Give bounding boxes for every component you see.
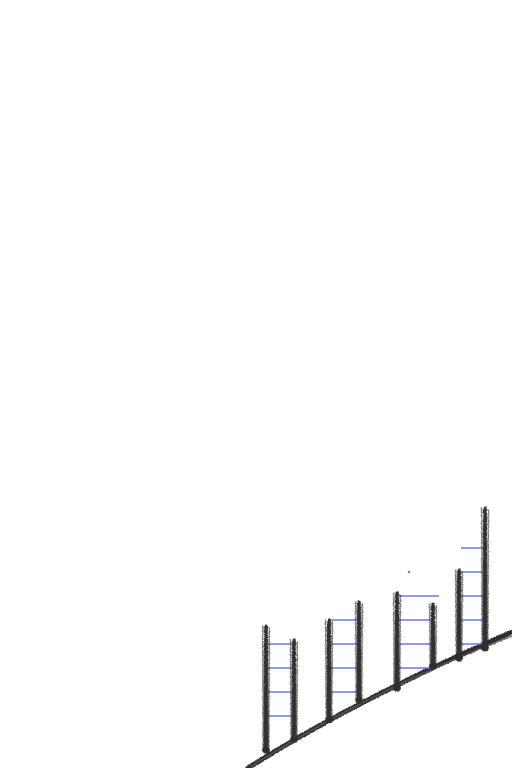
ladder-3-right-post <box>428 602 438 670</box>
ladder-1-right-post <box>289 638 299 743</box>
ground-line <box>245 629 512 768</box>
ladder-1-left-post <box>261 624 271 754</box>
ladder-3-left-post <box>392 591 402 692</box>
ladder-2-right-post <box>354 600 364 704</box>
ladder-3 <box>399 595 439 669</box>
ladder-2 <box>331 619 357 693</box>
ladder-4-right-post <box>480 506 490 652</box>
stray-mark <box>407 570 411 574</box>
ladder-4 <box>461 547 483 645</box>
ladder-group <box>261 506 490 754</box>
ladder-4-left-post <box>454 568 464 662</box>
ladder-1 <box>268 643 292 717</box>
ladder-2-left-post <box>324 618 334 724</box>
